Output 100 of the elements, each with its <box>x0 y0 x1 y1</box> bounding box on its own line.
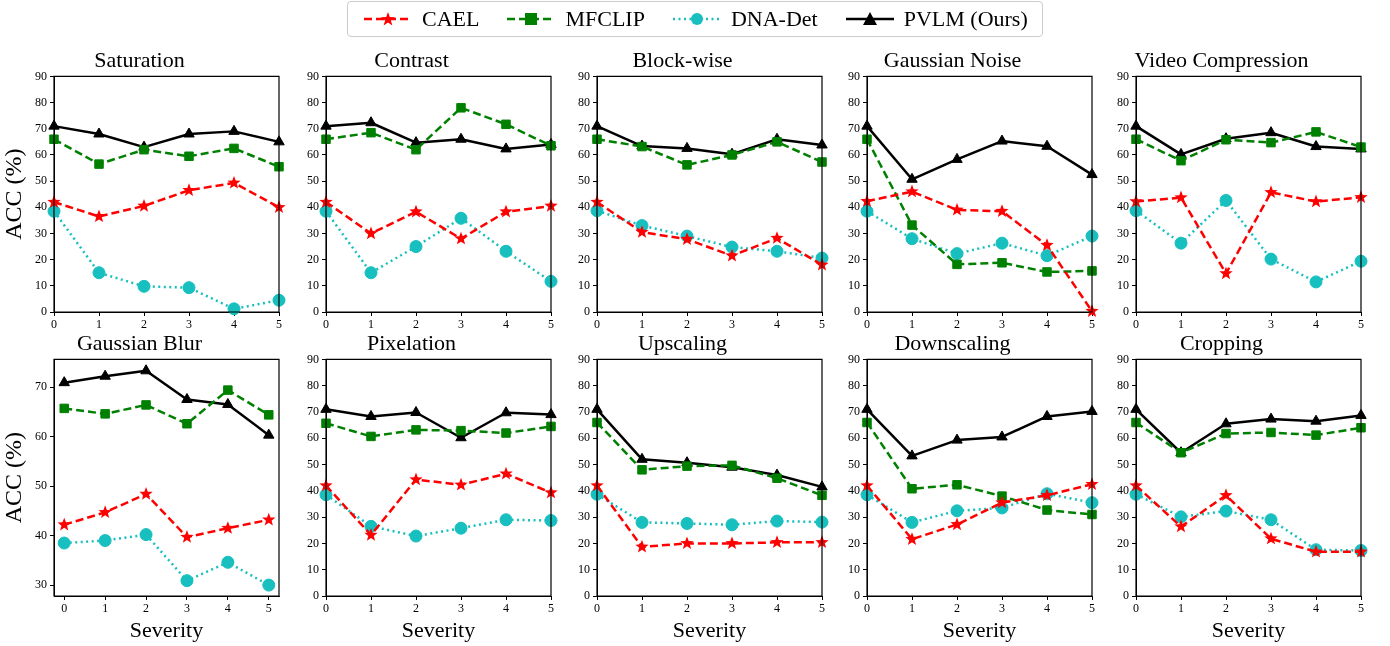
x-tick-label: 2 <box>1223 601 1229 616</box>
y-tick-label: 30 <box>35 225 47 240</box>
y-tick-label: 70 <box>1117 120 1129 135</box>
y-tick-label: 30 <box>848 509 860 524</box>
x-tick-label: 3 <box>1268 317 1274 332</box>
x-tick-label: 4 <box>503 317 509 332</box>
y-tick-label: 10 <box>848 277 860 292</box>
chart-title: Pixelation <box>366 329 457 355</box>
x-tick-label: 4 <box>1313 317 1319 332</box>
x-tick-label: 1 <box>909 601 915 616</box>
y-tick-label: 60 <box>35 428 47 443</box>
y-tick-label: 90 <box>307 68 319 83</box>
x-tick-label: 5 <box>819 601 825 616</box>
y-tick-label: 0 <box>584 588 590 603</box>
y-tick-label: 0 <box>584 304 590 319</box>
y-tick-label: 80 <box>1117 377 1129 392</box>
x-axis-title: Severity <box>401 616 476 642</box>
x-tick-label: 5 <box>548 317 554 332</box>
x-axis-title: Severity <box>1211 616 1286 642</box>
y-tick-label: 80 <box>578 377 590 392</box>
y-tick-label: 70 <box>1117 404 1129 419</box>
y-tick-label: 50 <box>1117 173 1129 188</box>
x-tick-label: 2 <box>141 317 147 332</box>
x-tick-label: 2 <box>1223 317 1229 332</box>
x-tick-label: 4 <box>774 601 780 616</box>
y-tick-label: 90 <box>1117 351 1129 366</box>
y-tick-label: 20 <box>848 535 860 550</box>
x-tick-label: 3 <box>999 601 1005 616</box>
y-tick-label: 40 <box>848 199 860 214</box>
y-tick-label: 60 <box>1117 147 1129 162</box>
legend-label: DNA-Det <box>730 6 818 32</box>
y-tick-label: 90 <box>848 68 860 83</box>
x-tick-label: 3 <box>729 601 735 616</box>
y-tick-label: 30 <box>307 509 319 524</box>
y-tick-label: 30 <box>578 509 590 524</box>
x-tick-label: 1 <box>1178 601 1184 616</box>
y-tick-label: 70 <box>848 120 860 135</box>
y-tick-label: 30 <box>1117 225 1129 240</box>
x-tick-label: 2 <box>413 601 419 616</box>
y-tick-label: 90 <box>578 68 590 83</box>
x-tick-label: 0 <box>51 317 57 332</box>
y-tick-label: 70 <box>848 404 860 419</box>
x-tick-label: 3 <box>183 601 190 616</box>
chart-title: Downscaling <box>894 329 1011 355</box>
x-tick-label: 5 <box>1358 317 1364 332</box>
x-tick-label: 5 <box>548 601 554 616</box>
y-tick-label: 0 <box>1123 588 1129 603</box>
y-tick-label: 50 <box>35 478 47 493</box>
y-tick-label: 50 <box>578 173 590 188</box>
y-tick-label: 0 <box>41 304 47 319</box>
y-tick-label: 70 <box>578 120 590 135</box>
x-tick-label: 3 <box>186 317 192 332</box>
y-tick-label: 30 <box>35 577 47 592</box>
y-tick-label: 0 <box>313 588 319 603</box>
x-tick-label: 3 <box>458 601 464 616</box>
y-tick-label: 70 <box>307 404 319 419</box>
y-tick-label: 20 <box>848 251 860 266</box>
x-tick-label: 2 <box>954 601 960 616</box>
x-tick-label: 2 <box>684 317 690 332</box>
y-tick-label: 50 <box>1117 456 1129 471</box>
chart-title: Gaussian Noise <box>883 46 1022 72</box>
x-tick-label: 2 <box>413 317 419 332</box>
x-tick-label: 5 <box>819 317 825 332</box>
x-tick-label: 1 <box>368 601 374 616</box>
y-tick-label: 50 <box>578 456 590 471</box>
x-tick-label: 4 <box>1313 601 1319 616</box>
x-tick-label: 0 <box>864 317 870 332</box>
x-tick-label: 5 <box>276 317 282 332</box>
x-tick-label: 0 <box>1133 317 1139 332</box>
x-tick-label: 3 <box>999 317 1005 332</box>
y-tick-label: 10 <box>1117 561 1129 576</box>
y-tick-label: 40 <box>35 527 47 542</box>
x-tick-label: 0 <box>594 317 600 332</box>
y-tick-label: 60 <box>307 430 319 445</box>
chart-title: Cropping <box>1179 329 1264 355</box>
chart-title: Upscaling <box>637 329 728 355</box>
y-tick-label: 70 <box>35 120 47 135</box>
x-tick-label: 5 <box>1089 317 1095 332</box>
y-tick-label: 10 <box>1117 277 1129 292</box>
x-tick-label: 5 <box>1358 601 1364 616</box>
x-tick-label: 2 <box>143 601 150 616</box>
y-tick-label: 40 <box>307 199 319 214</box>
y-tick-label: 10 <box>848 561 860 576</box>
y-tick-label: 70 <box>578 404 590 419</box>
y-tick-label: 0 <box>854 588 860 603</box>
y-tick-label: 20 <box>578 535 590 550</box>
y-tick-label: 70 <box>35 379 47 394</box>
x-tick-label: 3 <box>729 317 735 332</box>
y-tick-label: 90 <box>1117 68 1129 83</box>
y-tick-label: 20 <box>1117 535 1129 550</box>
y-tick-label: 50 <box>35 173 47 188</box>
chart-title: Contrast <box>374 46 449 72</box>
y-tick-label: 60 <box>578 147 590 162</box>
legend-label: PVLM (Ours) <box>903 6 1028 32</box>
y-tick-label: 80 <box>848 94 860 109</box>
x-tick-label: 4 <box>1044 317 1050 332</box>
y-tick-label: 20 <box>1117 251 1129 266</box>
y-tick-label: 50 <box>848 456 860 471</box>
y-tick-label: 10 <box>307 561 319 576</box>
x-tick-label: 2 <box>684 601 690 616</box>
